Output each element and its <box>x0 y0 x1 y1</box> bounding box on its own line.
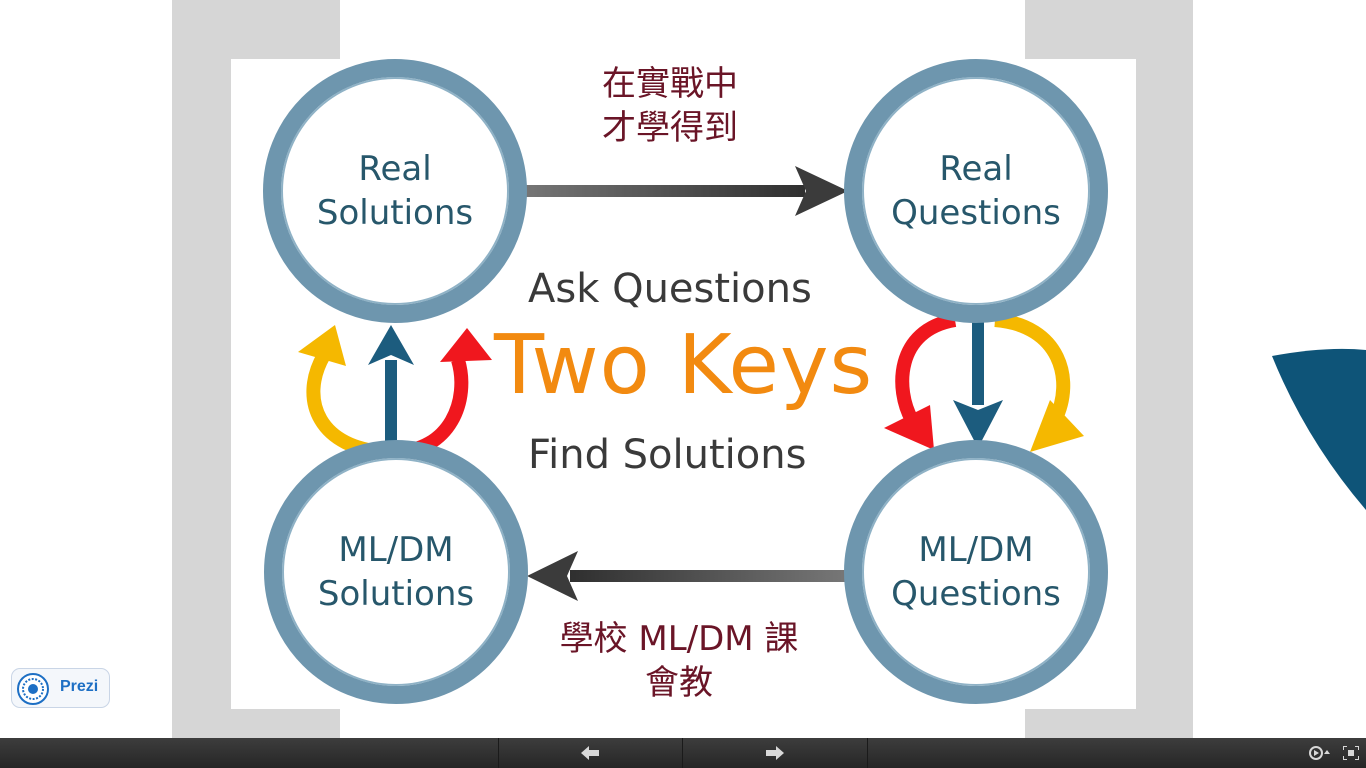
node-real-solutions-line2: Solutions <box>316 193 474 233</box>
prezi-logo-icon <box>17 673 49 705</box>
toolbar-divider <box>498 738 499 768</box>
autoplay-icon <box>1309 746 1330 760</box>
autoplay-button[interactable] <box>1302 738 1334 768</box>
caption-bottom-line2: 會教 <box>645 663 713 703</box>
fullscreen-button[interactable] <box>1336 738 1366 768</box>
node-real-questions-line1: Real <box>939 149 1013 189</box>
ask-questions-label: Ask Questions <box>528 266 812 312</box>
caption-top: 在實戰中 才學得到 <box>602 62 738 150</box>
node-mldm-solutions-line1: ML/DM <box>338 530 454 570</box>
caption-top-line2: 才學得到 <box>602 108 738 148</box>
next-step-button[interactable] <box>683 738 867 768</box>
cycle-arrows <box>298 166 1084 601</box>
arrow-right-icon <box>766 746 784 760</box>
fullscreen-icon <box>1343 746 1359 760</box>
frame-bracket-right <box>1136 0 1193 738</box>
presentation-canvas[interactable]: Real Solutions Real Questions ML/DM Solu… <box>0 0 1366 738</box>
frame-bracket-left-bottom <box>172 709 340 738</box>
two-keys-title: Two Keys <box>494 318 874 413</box>
caption-bottom: 學校 ML/DM 課 會教 <box>545 617 813 705</box>
toolbar-divider <box>867 738 868 768</box>
caption-bottom-line1: 學校 ML/DM 課 <box>559 619 799 659</box>
node-mldm-questions: ML/DM Questions <box>844 440 1108 704</box>
node-mldm-solutions-line2: Solutions <box>317 574 475 614</box>
presentation-toolbar <box>0 738 1366 768</box>
caption-top-line1: 在實戰中 <box>602 64 738 104</box>
arrow-left-icon <box>581 746 599 760</box>
prezi-logo[interactable]: Prezi <box>11 668 110 708</box>
arrow-cluster-left <box>298 325 492 459</box>
frame-bracket-right-bottom <box>1025 709 1193 738</box>
next-slide-shape <box>1272 348 1366 510</box>
node-mldm-solutions: ML/DM Solutions <box>264 440 528 704</box>
node-real-solutions-line1: Real <box>358 149 432 189</box>
arrow-cluster-right <box>884 313 1084 452</box>
frame-bracket-left <box>172 0 231 738</box>
node-real-solutions: Real Solutions <box>263 59 527 323</box>
arrow-real-solutions-to-real-questions <box>520 166 848 216</box>
arrow-mldm-questions-to-mldm-solutions <box>527 551 847 601</box>
node-real-questions: Real Questions <box>844 59 1108 323</box>
node-mldm-questions-line2: Questions <box>891 574 1061 614</box>
toolbar-divider <box>682 738 683 768</box>
node-real-questions-line2: Questions <box>891 193 1061 233</box>
node-mldm-questions-line1: ML/DM <box>918 530 1034 570</box>
previous-step-button[interactable] <box>499 738 682 768</box>
prezi-logo-text: Prezi <box>60 678 99 695</box>
find-solutions-label: Find Solutions <box>528 432 807 478</box>
